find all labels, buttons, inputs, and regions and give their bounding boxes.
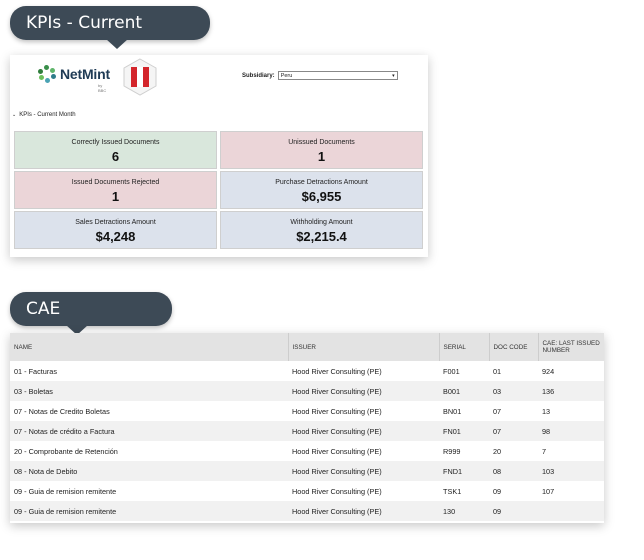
cell-issuer: Hood River Consulting (PE) [292, 366, 382, 376]
column-header-name[interactable]: NAME [10, 333, 289, 361]
cell-last-issued: 98 [538, 421, 604, 441]
cell-last-issued [538, 501, 604, 521]
table-row: 09 - Guia de remision remitente Hood Riv… [10, 481, 604, 501]
kpi-label: Withholding Amount [290, 219, 353, 226]
netmint-logo: NetMint by BBC [38, 65, 110, 93]
cae-expirations-table: NAME ISSUER SERIAL DOC CODE CAE: LAST IS… [10, 333, 604, 521]
table-row: 08 - Nota de Debito Hood River Consultin… [10, 461, 604, 481]
cell-name: 03 - Boletas [10, 381, 288, 401]
table-row: 20 - Comprobante de Retención Hood River… [10, 441, 604, 461]
column-header-serial[interactable]: SERIAL [439, 333, 490, 361]
cell-last-issued: 107 [542, 486, 555, 496]
kpi-withholding: Withholding Amount $2,215.4 [220, 211, 423, 249]
cell-serial: F001 [443, 366, 460, 376]
cell-last-issued: 924 [542, 366, 555, 376]
peru-flag-icon [123, 58, 157, 96]
cell-doc-code: 03 [489, 381, 538, 401]
kpi-label: Sales Detractions Amount [75, 219, 156, 226]
cell-doc-code: 07 [493, 406, 502, 416]
cell-doc-code: 09 [493, 486, 502, 496]
cell-serial: BN01 [443, 406, 462, 416]
table-row: 07 - Notas de Credito Boletas Hood River… [10, 401, 604, 421]
cell-last-issued: 7 [542, 446, 547, 456]
netmint-logo-icon [38, 65, 56, 83]
table-row: 03 - Boletas Hood River Consulting (PE) … [10, 381, 604, 401]
kpi-label: Correctly Issued Documents [71, 139, 160, 146]
table-row: 01 - Facturas Hood River Consulting (PE)… [10, 361, 604, 381]
cell-issuer: Hood River Consulting (PE) [288, 501, 439, 521]
kpi-section-title: KPIs - Current Month [19, 112, 76, 118]
kpi-unissued: Unissued Documents 1 [220, 131, 423, 169]
cell-serial: TSK1 [443, 486, 462, 496]
cell-name: 20 - Comprobante de Retención [14, 446, 118, 456]
kpi-section-toggle[interactable]: ⌄ KPIs - Current Month [12, 112, 76, 118]
kpi-value: $6,955 [301, 189, 342, 204]
kpi-dashboard-panel: NetMint by BBC Subsidiary: Peru ▾ ⌄ KPIs… [10, 55, 428, 257]
subsidiary-label: Subsidiary: [242, 72, 275, 79]
kpi-label: Unissued Documents [288, 139, 355, 146]
kpi-value: $2,215.4 [296, 229, 347, 244]
column-header-last-issued[interactable]: CAE: LAST ISSUED NUMBER [538, 333, 604, 361]
cell-name: 07 - Notas de Credito Boletas [14, 406, 110, 416]
column-header-issuer[interactable]: ISSUER [288, 333, 440, 361]
cell-issuer: Hood River Consulting (PE) [292, 406, 382, 416]
cell-doc-code: 09 [489, 501, 538, 521]
cell-issuer: Hood River Consulting (PE) [292, 486, 382, 496]
cell-doc-code: 20 [493, 446, 502, 456]
cell-serial: FND1 [439, 461, 489, 481]
kpi-section-callout: KPIs - Current Month [10, 6, 210, 67]
kpi-label: Purchase Detractions Amount [275, 179, 368, 186]
cell-name: 09 - Guia de remision remitente [14, 486, 117, 496]
cell-name: 08 - Nota de Debito [10, 461, 288, 481]
cell-serial: FN01 [439, 421, 489, 441]
kpi-label: Issued Documents Rejected [71, 179, 160, 186]
netmint-logo-text: NetMint [60, 66, 110, 82]
table-header-row: NAME ISSUER SERIAL DOC CODE CAE: LAST IS… [10, 333, 604, 361]
cell-last-issued: 103 [538, 461, 604, 481]
cae-expirations-panel: NAME ISSUER SERIAL DOC CODE CAE: LAST IS… [10, 333, 604, 523]
cell-name: 09 - Guia de remision remitente [10, 501, 288, 521]
cell-issuer: Hood River Consulting (PE) [288, 461, 439, 481]
subsidiary-select[interactable]: Peru ▾ [277, 71, 398, 80]
cell-last-issued: 136 [538, 381, 604, 401]
cell-last-issued: 13 [542, 406, 551, 416]
chevron-down-icon: ▾ [392, 73, 395, 79]
kpi-value: 6 [111, 149, 120, 164]
subsidiary-field: Subsidiary: Peru ▾ [242, 71, 398, 80]
kpi-correctly-issued: Correctly Issued Documents 6 [14, 131, 217, 169]
column-header-doc-code[interactable]: DOC CODE [489, 333, 539, 361]
cell-serial: 130 [439, 501, 489, 521]
chevron-down-icon: ⌄ [12, 112, 17, 118]
kpi-value: $4,248 [95, 229, 136, 244]
kpi-value: 1 [111, 189, 120, 204]
table-row: 07 - Notas de crédito a Factura Hood Riv… [10, 421, 604, 441]
table-row: 09 - Guia de remision remitente Hood Riv… [10, 501, 604, 521]
kpi-rejected: Issued Documents Rejected 1 [14, 171, 217, 209]
cell-issuer: Hood River Consulting (PE) [292, 446, 382, 456]
kpi-value: 1 [317, 149, 326, 164]
kpi-purchase-detractions: Purchase Detractions Amount $6,955 [220, 171, 423, 209]
cell-doc-code: 07 [489, 421, 538, 441]
cell-serial: R999 [443, 446, 461, 456]
cell-issuer: Hood River Consulting (PE) [288, 381, 439, 401]
kpi-sales-detractions: Sales Detractions Amount $4,248 [14, 211, 217, 249]
cae-section-callout: CAE Expirations [10, 292, 172, 353]
cell-serial: B001 [439, 381, 489, 401]
cell-name: 01 - Facturas [14, 366, 57, 376]
cell-doc-code: 01 [493, 366, 502, 376]
cell-doc-code: 08 [489, 461, 538, 481]
subsidiary-value: Peru [280, 73, 293, 79]
cell-name: 07 - Notas de crédito a Factura [10, 421, 288, 441]
netmint-logo-sub: by BBC [98, 83, 107, 93]
kpi-grid: Correctly Issued Documents 6 Unissued Do… [14, 131, 424, 249]
cell-issuer: Hood River Consulting (PE) [288, 421, 439, 441]
